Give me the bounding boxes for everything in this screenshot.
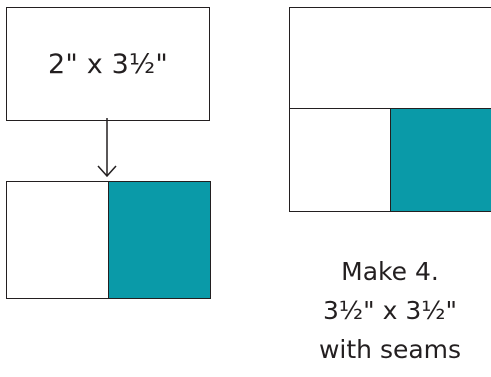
down-arrow-icon bbox=[97, 118, 117, 178]
top-white-strip bbox=[289, 7, 491, 110]
caption-line-make: Make 4. bbox=[341, 257, 439, 286]
bottom-white-square bbox=[289, 108, 392, 212]
cut-rectangle: 2" x 3½" bbox=[6, 7, 210, 121]
caption-line-size: 3½" x 3½" bbox=[323, 296, 457, 325]
unit-caption: Make 4. 3½" x 3½" with seams bbox=[290, 252, 490, 369]
bottom-teal-square bbox=[390, 108, 491, 212]
caption-line-seams: with seams bbox=[318, 335, 462, 364]
teal-rectangle bbox=[108, 181, 211, 299]
cut-size-label: 2" x 3½" bbox=[47, 48, 169, 80]
white-rectangle bbox=[6, 181, 110, 299]
